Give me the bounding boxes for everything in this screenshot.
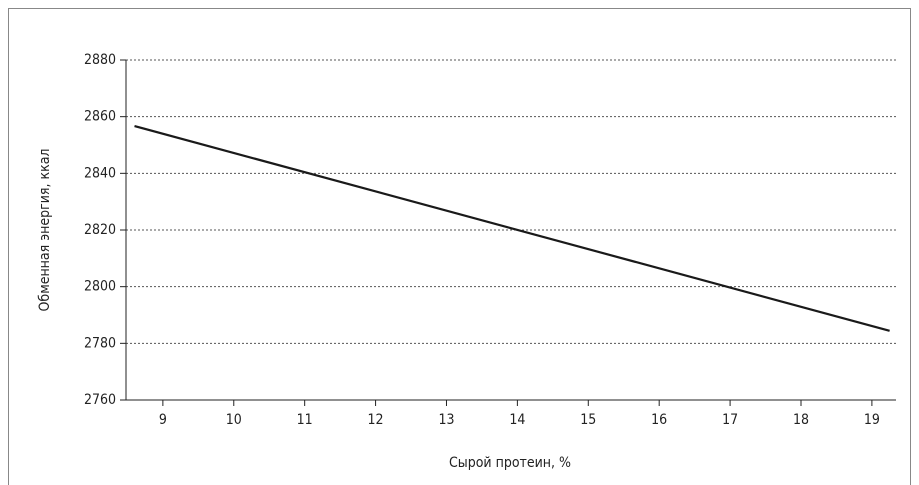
x-tick-label: 19 xyxy=(864,412,880,428)
y-tick-label: 2840 xyxy=(84,165,116,181)
x-tick-label: 18 xyxy=(793,412,809,428)
x-tick-label: 10 xyxy=(226,412,242,428)
line xyxy=(134,124,890,332)
y-tick-label: 2860 xyxy=(84,109,116,125)
y-tick-label: 2880 xyxy=(84,52,116,68)
y-tick-label: 2760 xyxy=(84,392,116,408)
x-axis-label: Сырой протеин, % xyxy=(449,455,571,471)
frame xyxy=(8,8,911,485)
y-tick-label: 2820 xyxy=(84,222,116,238)
x-tick-label: 12 xyxy=(368,412,384,428)
y-tick-label: 2800 xyxy=(84,279,116,295)
y-tick-label: 2780 xyxy=(84,335,116,351)
x-tick-label: 11 xyxy=(297,412,313,428)
x-tick-label: 14 xyxy=(509,412,525,428)
x-tick-label: 16 xyxy=(651,412,667,428)
y-axis-label: Обменная энергия, ккал xyxy=(37,149,53,312)
x-tick-label: 9 xyxy=(159,412,167,428)
x-tick-label: 15 xyxy=(580,412,596,428)
x-tick-label: 13 xyxy=(438,412,454,428)
x-tick-label: 17 xyxy=(722,412,738,428)
